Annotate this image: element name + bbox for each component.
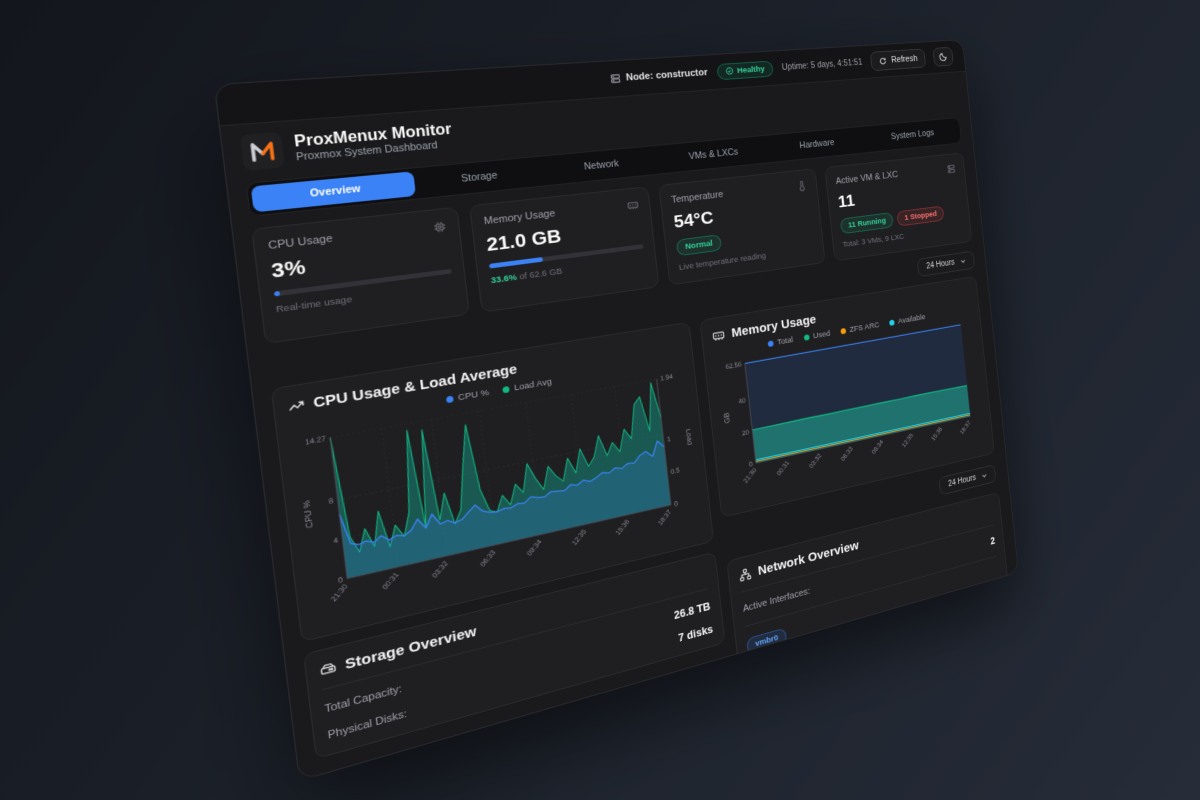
node-info: Node: constructor [609,67,708,84]
left-column: CPU Usage & Load Average CPU % Load Avg … [270,321,726,760]
svg-text:GB: GB [723,411,732,424]
cpu-icon [433,220,448,234]
svg-text:0: 0 [338,575,344,585]
memory-range-select[interactable]: 24 Hours [938,464,997,496]
tab-hardware[interactable]: Hardware [799,137,835,151]
tab-vms-lxcs[interactable]: VMs & LXCs [688,146,739,162]
svg-text:62.56: 62.56 [725,360,742,370]
time-range-select[interactable]: 24 Hours [917,250,976,278]
svg-text:40: 40 [738,396,746,405]
vm-card-title: Active VM & LXC [835,169,899,187]
moon-icon [939,52,948,62]
tab-system-logs[interactable]: System Logs [890,128,935,142]
theme-toggle-button[interactable] [932,46,954,67]
network-title: Network Overview [757,538,860,579]
svg-text:0: 0 [749,460,753,468]
svg-text:18:37: 18:37 [959,419,972,435]
cpu-card-title: CPU Usage [267,232,334,252]
storage-capacity-value: 26.8 TB [673,600,711,622]
storage-row-disks: Physical Disks: 7 disks [327,623,714,742]
svg-text:12:35: 12:35 [570,528,588,547]
svg-text:18:37: 18:37 [656,508,673,526]
servers-icon [946,163,956,174]
right-column: Memory Usage Total Used ZFS ARC Availabl… [699,275,1009,669]
svg-text:00:31: 00:31 [775,459,790,477]
chevron-down-icon [960,257,967,265]
server-icon [609,73,621,84]
tab-network[interactable]: Network [583,158,620,173]
temperature-card-title: Temperature [670,189,724,206]
cpu-caption: Real-time usage [275,294,353,316]
tab-overview[interactable]: Overview [250,171,416,213]
svg-text:Load: Load [684,428,694,446]
hard-drive-icon [319,660,337,679]
svg-text:4: 4 [333,536,339,546]
svg-text:14.27: 14.27 [304,434,326,446]
vms-running-badge: 11 Running [839,212,894,235]
health-badge: Healthy [716,60,774,80]
node-label: Node: constructor [625,67,709,84]
memory-chart-card: Memory Usage Total Used ZFS ARC Availabl… [699,275,995,518]
svg-text:21:30: 21:30 [742,466,758,484]
active-interfaces-value: 2 [989,535,996,547]
svg-text:15:36: 15:36 [930,425,944,442]
svg-text:06:33: 06:33 [478,548,497,568]
main-grid: CPU Usage & Load Average CPU % Load Avg … [252,271,1018,780]
memory-chip-icon [712,328,726,343]
svg-text:15:36: 15:36 [614,518,631,537]
uptime-text: Uptime: 5 days, 4:51:51 [781,57,863,73]
refresh-button[interactable]: Refresh [869,48,927,72]
memory-icon [627,199,640,212]
svg-text:03:32: 03:32 [430,559,450,579]
svg-text:00:31: 00:31 [380,571,400,591]
svg-text:12:35: 12:35 [901,432,915,449]
svg-text:09:34: 09:34 [525,538,543,557]
storage-title: Storage Overview [344,623,478,674]
thermometer-icon [796,180,807,192]
svg-text:20: 20 [742,428,750,437]
temperature-status-badge: Normal [675,234,722,257]
svg-text:21:30: 21:30 [329,582,350,603]
svg-text:03:32: 03:32 [808,452,823,469]
svg-text:1: 1 [667,435,672,443]
vms-stopped-badge: 1 Stopped [896,205,945,227]
svg-text:1.94: 1.94 [660,372,674,382]
svg-text:CPU %: CPU % [302,499,316,529]
svg-text:0.5: 0.5 [670,466,680,476]
svg-text:0: 0 [674,499,679,507]
storage-disks-value: 7 disks [677,623,714,645]
refresh-icon [879,56,888,65]
svg-text:06:33: 06:33 [840,445,855,462]
tab-storage[interactable]: Storage [460,169,498,185]
memory-chart: 0 20 40 62.56 21:30 00:31 03:32 06:33 09:34 12:35… [723,315,985,484]
memory-card-title: Memory Usage [483,208,556,228]
network-icon [739,567,753,583]
svg-text:09:34: 09:34 [870,438,884,455]
trending-up-icon [287,397,305,414]
dashboard-window: Node: constructor Healthy Uptime: 5 days… [214,38,1019,782]
check-circle-icon [725,66,734,75]
svg-text:8: 8 [328,496,334,505]
proxmenux-logo [239,131,285,171]
interface-badge-vmbr0[interactable]: vmbr0 [746,627,787,655]
chevron-down-icon [981,471,988,479]
